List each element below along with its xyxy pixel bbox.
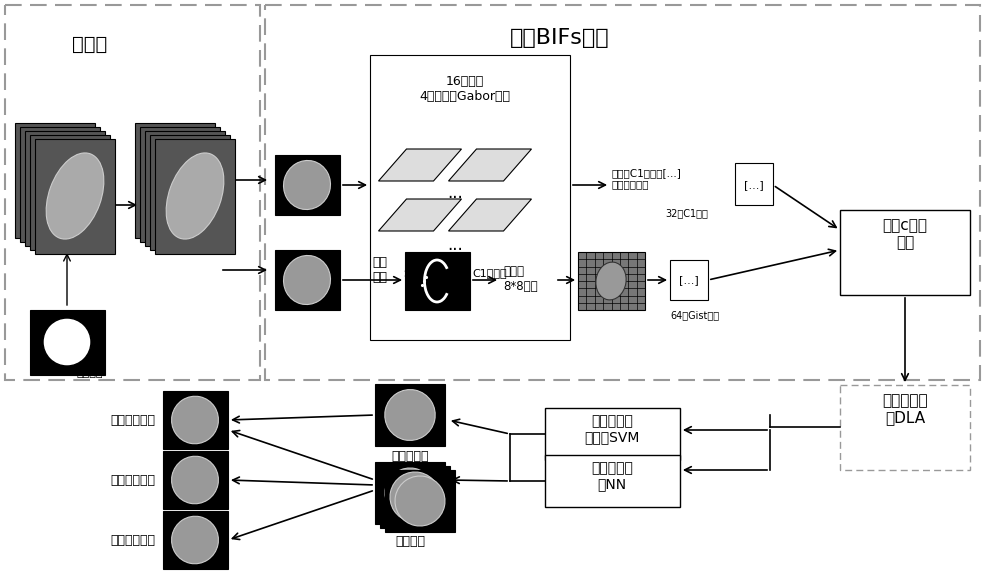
Polygon shape	[448, 149, 532, 181]
Bar	[375, 462, 445, 524]
Bar	[405, 252, 470, 310]
Bar	[545, 455, 680, 507]
Bar	[162, 451, 228, 509]
Bar	[25, 130, 105, 245]
Text: 掩膜处理: 掩膜处理	[77, 368, 103, 378]
Ellipse shape	[390, 472, 440, 522]
Text: 帷幔冕状极光: 帷幔冕状极光	[110, 534, 155, 546]
Ellipse shape	[43, 318, 91, 366]
Bar	[265, 5, 980, 380]
Bar	[15, 123, 95, 238]
Text: 支持向量基
分类器SVM: 支持向量基 分类器SVM	[584, 414, 640, 444]
Ellipse shape	[385, 390, 435, 440]
Bar	[385, 470, 455, 532]
Text: 热点冕状极光: 热点冕状极光	[110, 474, 155, 487]
Text: [...]: [...]	[744, 180, 764, 190]
Polygon shape	[448, 199, 532, 231]
Text: 辐射冕状极光: 辐射冕状极光	[110, 413, 155, 427]
Ellipse shape	[46, 153, 104, 239]
Text: 模糊c均值
聚类: 模糊c均值 聚类	[883, 218, 928, 251]
Ellipse shape	[284, 255, 330, 305]
Text: S1特征图: S1特征图	[403, 268, 437, 278]
Bar	[35, 139, 115, 254]
Text: [...]: [...]	[679, 275, 699, 285]
Bar	[162, 511, 228, 569]
Text: 最近邻分类
器NN: 最近邻分类 器NN	[591, 461, 633, 491]
Bar	[145, 130, 225, 245]
Text: 多弧状极光: 多弧状极光	[391, 450, 429, 463]
Ellipse shape	[395, 476, 445, 526]
Bar	[578, 252, 645, 310]
Text: 32维C1特征: 32维C1特征	[665, 208, 708, 218]
Bar	[30, 134, 110, 249]
Bar	[735, 163, 773, 205]
Text: 冕状极光: 冕状极光	[395, 535, 425, 548]
Bar	[30, 310, 105, 375]
Text: 流形学习算
法DLA: 流形学习算 法DLA	[882, 393, 928, 426]
Text: ...: ...	[447, 184, 463, 202]
Bar	[375, 384, 445, 446]
Ellipse shape	[172, 396, 218, 444]
Text: 16个尺度
4个方向的Gabor滤波: 16个尺度 4个方向的Gabor滤波	[420, 75, 511, 103]
Bar	[162, 391, 228, 449]
Ellipse shape	[166, 153, 224, 239]
Bar	[670, 260, 708, 300]
Polygon shape	[378, 199, 462, 231]
Bar	[840, 385, 970, 470]
Text: 显著
性图: 显著 性图	[372, 256, 388, 284]
Ellipse shape	[172, 516, 218, 564]
Polygon shape	[378, 149, 462, 181]
Text: 均分为
8*8的块: 均分为 8*8的块	[503, 265, 538, 293]
Bar	[135, 123, 215, 238]
Bar	[545, 408, 680, 460]
Bar	[370, 55, 570, 340]
Bar	[155, 139, 235, 254]
Text: 64维Gist特征: 64维Gist特征	[670, 310, 719, 320]
Text: 提取BIFs特征: 提取BIFs特征	[510, 28, 610, 48]
Bar	[5, 5, 260, 380]
Bar	[150, 134, 230, 249]
Bar	[840, 210, 970, 295]
Text: 预处理: 预处理	[72, 35, 108, 54]
Text: ...: ...	[447, 236, 463, 254]
Ellipse shape	[596, 262, 626, 300]
Bar	[140, 127, 220, 241]
Ellipse shape	[385, 468, 435, 518]
Text: 对每幅C1特征图[...]
的像素值求和: 对每幅C1特征图[...] 的像素值求和	[612, 168, 682, 190]
Bar	[20, 127, 100, 241]
Bar	[274, 155, 340, 215]
Bar	[274, 250, 340, 310]
Ellipse shape	[284, 160, 330, 210]
Text: C1特征图: C1特征图	[473, 268, 507, 278]
Ellipse shape	[172, 456, 218, 504]
Bar	[380, 466, 450, 528]
